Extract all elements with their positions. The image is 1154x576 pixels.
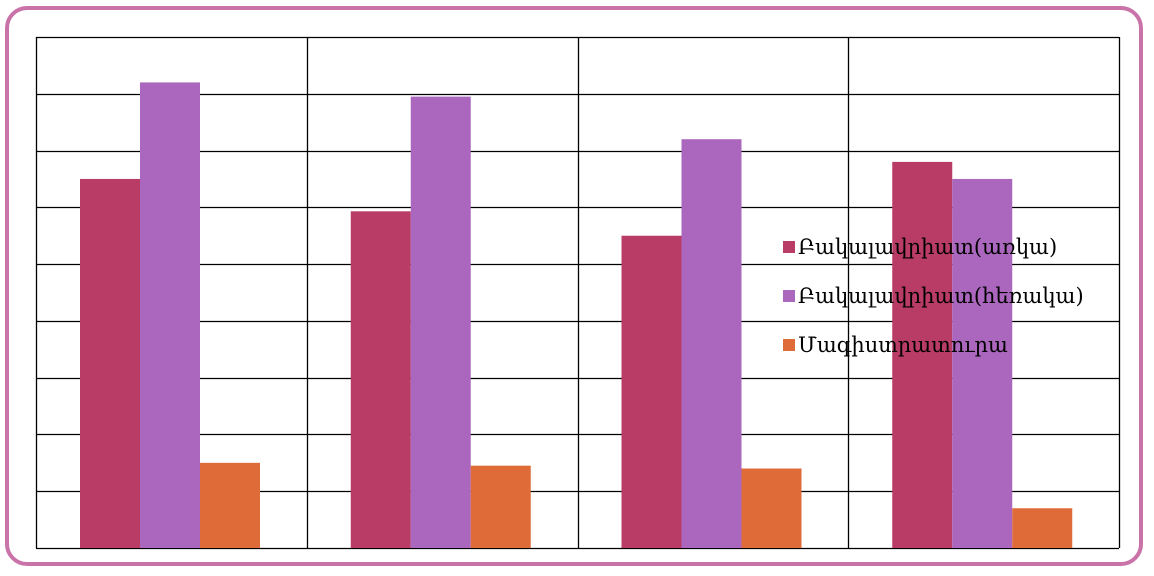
bar-series1-cat3 [621, 235, 682, 548]
legend: Բակալավրիատ(առկա) Բակալավրիատ(հեռակա) Մագի… [783, 235, 1084, 357]
bar-series3-cat1 [200, 462, 260, 548]
bar-series1-cat2 [350, 211, 411, 548]
bar-series1-cat1 [80, 178, 140, 548]
legend-swatch-1 [783, 241, 795, 253]
bar-series2-cat4 [952, 178, 1013, 548]
legend-item-3: Մագիստրատուրա [783, 333, 1008, 357]
bars-layer [80, 82, 1073, 548]
bar-series1-cat4 [892, 161, 953, 548]
legend-label-3: Մագիստրատուրա [798, 333, 1008, 357]
legend-item-2: Բակալավրիատ(հեռակա) [783, 284, 1084, 308]
legend-label-1: Բակալավրիատ(առկա) [798, 235, 1057, 259]
bar-series2-cat3 [681, 139, 742, 548]
bar-series3-cat2 [470, 465, 531, 548]
bar-series3-cat3 [741, 468, 802, 548]
legend-item-1: Բակալավրիատ(առկա) [783, 235, 1057, 259]
legend-swatch-2 [783, 290, 795, 302]
legend-swatch-3 [783, 339, 795, 351]
bar-series2-cat1 [140, 82, 200, 548]
bar-series3-cat4 [1012, 508, 1073, 548]
bar-series2-cat2 [410, 96, 471, 548]
legend-label-2: Բակալավրիատ(հեռակա) [798, 284, 1084, 308]
